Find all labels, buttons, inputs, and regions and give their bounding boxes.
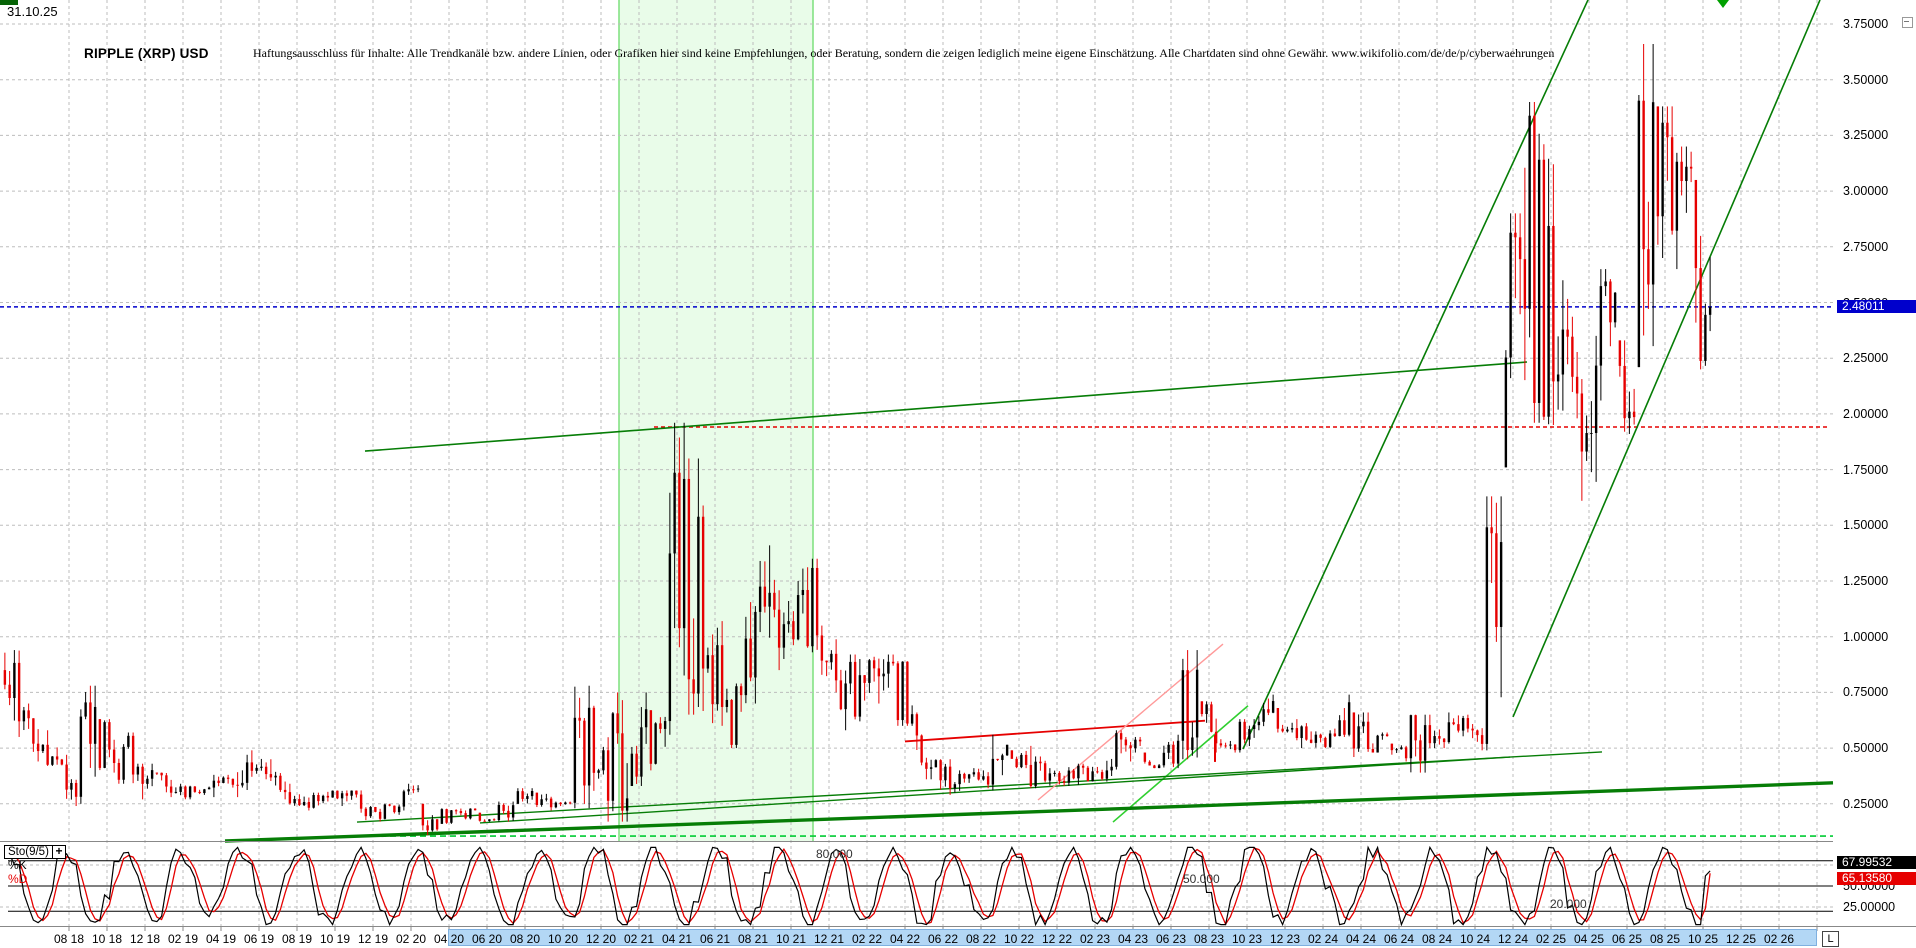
time-axis-label: 04 25 xyxy=(1573,932,1605,946)
time-axis-highlight[interactable] xyxy=(448,929,1817,946)
time-axis-label: 12 25 xyxy=(1725,932,1757,946)
time-axis-label: 04 19 xyxy=(205,932,237,946)
stoch-indicator-label[interactable]: Sto(9/5) xyxy=(4,845,53,859)
disclaimer-text: Haftungsausschluss für Inhalte: Alle Tre… xyxy=(253,46,1555,60)
time-axis-label: 08 25 xyxy=(1649,932,1681,946)
time-axis-label: 04 22 xyxy=(889,932,921,946)
stoch-level-label: 20.000 xyxy=(1550,897,1587,912)
price-tick: 0.75000 xyxy=(1843,685,1889,700)
stoch-level-label: 80.000 xyxy=(816,846,853,861)
price-tick: 3.00000 xyxy=(1843,184,1889,199)
current-price-badge: 2.48011 xyxy=(1837,300,1916,313)
time-axis-label: 08 22 xyxy=(965,932,997,946)
stoch-tick: 25.00000 xyxy=(1843,900,1896,914)
time-axis-label: 06 24 xyxy=(1383,932,1415,946)
time-axis-label: 10 19 xyxy=(319,932,351,946)
price-tick: 3.75000 xyxy=(1843,17,1889,31)
collapse-axis-icon[interactable] xyxy=(1902,17,1913,28)
price-tick: 1.25000 xyxy=(1843,574,1889,588)
time-axis-label: 08 23 xyxy=(1193,932,1225,946)
time-axis-label: 02 19 xyxy=(167,932,199,946)
time-axis-label: 06 20 xyxy=(471,932,503,946)
price-tick: 3.25000 xyxy=(1843,128,1889,143)
time-axis-label: 02 26 xyxy=(1763,932,1795,946)
chart-title: RIPPLE (XRP) USD xyxy=(84,46,209,61)
time-axis-label: 12 20 xyxy=(585,932,617,946)
time-axis-label: 02 22 xyxy=(851,932,883,946)
stoch-level-label: 50.000 xyxy=(1183,872,1220,886)
time-axis-label: 08 18 xyxy=(53,932,85,946)
price-tick: 2.00000 xyxy=(1843,406,1889,421)
time-axis-label: 08 21 xyxy=(737,932,769,946)
time-axis-label: 06 23 xyxy=(1155,932,1187,946)
time-axis-label: 08 20 xyxy=(509,932,541,946)
time-axis-label: 06 25 xyxy=(1611,932,1643,946)
stoch-d-badge: 65.13580 xyxy=(1837,872,1916,885)
time-axis-label: 06 21 xyxy=(699,932,731,946)
time-axis-label: 10 18 xyxy=(91,932,123,946)
time-axis-label: 06 22 xyxy=(927,932,959,946)
axis-separator xyxy=(0,926,1916,927)
chart-date: 31.10.25 xyxy=(7,4,58,19)
time-axis-label: 02 24 xyxy=(1307,932,1339,946)
stoch-d-label: %D xyxy=(8,872,28,886)
time-axis-label: 10 24 xyxy=(1459,932,1491,946)
window-corner-chip xyxy=(0,0,18,5)
time-axis-label: 12 21 xyxy=(813,932,845,946)
time-axis-label: 04 24 xyxy=(1345,932,1377,946)
time-axis-label: 10 25 xyxy=(1687,932,1719,946)
time-axis-label: 10 23 xyxy=(1231,932,1263,946)
latest-button[interactable]: L xyxy=(1822,931,1839,947)
stoch-k-label: %K xyxy=(8,858,27,872)
time-axis-label: 12 19 xyxy=(357,932,389,946)
pane-separator xyxy=(0,841,1833,842)
time-axis-label: 10 22 xyxy=(1003,932,1035,946)
time-axis-label: 04 23 xyxy=(1117,932,1149,946)
price-tick: 1.00000 xyxy=(1843,629,1889,644)
time-axis-label: 08 19 xyxy=(281,932,313,946)
time-axis-label: 10 20 xyxy=(547,932,579,946)
time-axis-label: 04 20 xyxy=(433,932,465,946)
price-tick: 1.50000 xyxy=(1843,518,1889,533)
price-tick: 1.75000 xyxy=(1843,462,1889,477)
time-axis-label: 04 21 xyxy=(661,932,693,946)
add-indicator-icon[interactable]: + xyxy=(52,845,66,859)
time-axis-label: 12 24 xyxy=(1497,932,1529,946)
time-axis-label: 02 25 xyxy=(1535,932,1567,946)
time-axis-label: 02 21 xyxy=(623,932,655,946)
price-tick: 2.75000 xyxy=(1843,239,1889,254)
price-tick: 0.25000 xyxy=(1843,796,1889,811)
time-axis-label: 12 18 xyxy=(129,932,161,946)
time-axis-label: 12 23 xyxy=(1269,932,1301,946)
time-axis-label: 10 21 xyxy=(775,932,807,946)
price-tick: 0.50000 xyxy=(1843,741,1889,756)
stoch-k-badge: 67.99532 xyxy=(1837,856,1916,869)
price-tick: 3.50000 xyxy=(1843,72,1889,87)
time-axis-label: 02 20 xyxy=(395,932,427,946)
time-axis-label: 02 23 xyxy=(1079,932,1111,946)
time-axis-label: 06 19 xyxy=(243,932,275,946)
time-axis-label: 12 22 xyxy=(1041,932,1073,946)
time-axis-label: 08 24 xyxy=(1421,932,1453,946)
price-tick: 2.25000 xyxy=(1843,351,1889,366)
